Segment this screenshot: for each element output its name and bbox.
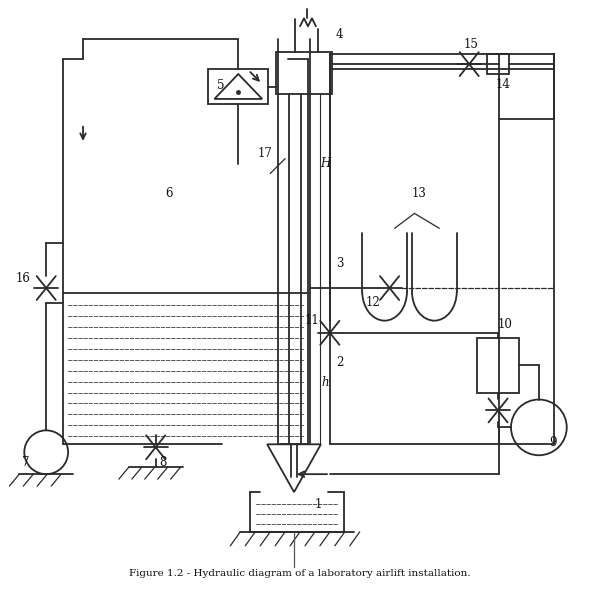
Text: 12: 12 <box>365 296 380 310</box>
Text: 16: 16 <box>16 272 31 285</box>
Text: 9: 9 <box>549 436 557 449</box>
Text: H: H <box>320 157 330 170</box>
Text: 14: 14 <box>496 78 511 91</box>
Text: 15: 15 <box>464 38 479 50</box>
Circle shape <box>24 431 68 474</box>
Text: 13: 13 <box>412 187 427 200</box>
Text: 4: 4 <box>336 28 344 41</box>
Text: 10: 10 <box>497 318 512 331</box>
Text: 7: 7 <box>22 455 29 468</box>
Polygon shape <box>267 444 321 492</box>
Text: 1: 1 <box>314 498 322 511</box>
Circle shape <box>511 400 567 455</box>
Text: h: h <box>321 376 329 389</box>
Text: 2: 2 <box>336 356 344 369</box>
Bar <box>208 69 268 104</box>
Bar <box>276 52 332 94</box>
Bar <box>477 338 519 393</box>
Text: 3: 3 <box>336 257 344 270</box>
Text: 6: 6 <box>165 187 172 200</box>
Text: 17: 17 <box>258 147 272 160</box>
Text: 5: 5 <box>217 79 224 93</box>
Bar <box>487 54 509 74</box>
Text: 11: 11 <box>305 314 319 327</box>
Text: Figure 1.2 - Hydraulic diagram of a laboratory airlift installation.: Figure 1.2 - Hydraulic diagram of a labo… <box>129 569 471 578</box>
Text: 8: 8 <box>159 455 166 468</box>
